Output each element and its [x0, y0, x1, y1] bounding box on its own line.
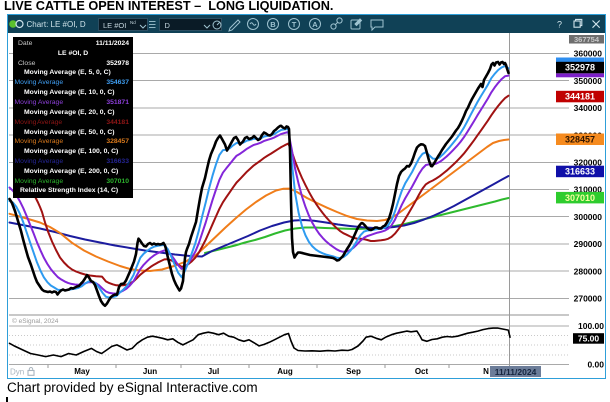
- svg-text:270000: 270000: [574, 294, 603, 304]
- svg-text:B: B: [270, 20, 276, 29]
- svg-text:Dyn: Dyn: [10, 368, 24, 377]
- svg-text:328457: 328457: [565, 135, 595, 145]
- svg-text:Aug: Aug: [277, 367, 293, 376]
- svg-text:0.00: 0.00: [587, 360, 604, 370]
- svg-text:316633: 316633: [565, 167, 595, 177]
- svg-text:310000: 310000: [574, 185, 603, 195]
- svg-text:100.00: 100.00: [578, 321, 604, 331]
- svg-text:Jul: Jul: [208, 367, 220, 376]
- svg-text:320000: 320000: [574, 158, 603, 168]
- svg-text:367754: 367754: [574, 35, 600, 44]
- svg-text:Sep: Sep: [346, 367, 361, 376]
- svg-text:352978: 352978: [565, 63, 595, 73]
- svg-text:290000: 290000: [574, 239, 603, 249]
- svg-text:N: N: [483, 367, 489, 376]
- svg-text:?: ?: [557, 20, 562, 30]
- svg-text:360000: 360000: [574, 49, 603, 59]
- svg-text:May: May: [74, 367, 90, 376]
- svg-text:11/11/2024: 11/11/2024: [495, 367, 537, 377]
- svg-text:340000: 340000: [574, 103, 603, 113]
- svg-text:350000: 350000: [574, 76, 603, 86]
- svg-text:Oct: Oct: [415, 367, 429, 376]
- svg-text:300000: 300000: [574, 212, 603, 222]
- svg-text:© eSignal, 2024: © eSignal, 2024: [12, 317, 59, 325]
- svg-text:75.00: 75.00: [578, 334, 600, 344]
- svg-text:T: T: [291, 20, 296, 29]
- svg-text:344181: 344181: [565, 92, 595, 102]
- svg-text:280000: 280000: [574, 266, 603, 276]
- svg-text:Jun: Jun: [143, 367, 157, 376]
- svg-text:307010: 307010: [565, 193, 595, 203]
- svg-text:A: A: [312, 20, 318, 29]
